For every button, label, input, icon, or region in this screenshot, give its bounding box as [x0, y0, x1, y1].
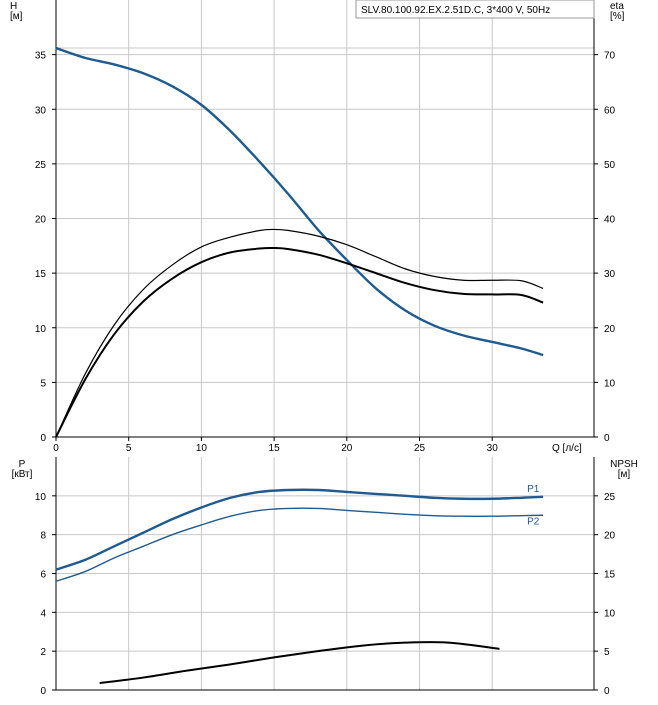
x-tick-label: 5 — [126, 443, 132, 454]
series-line-eta-total — [55, 246, 544, 438]
left-tick-label: 6 — [40, 570, 46, 581]
right-axis-label: NPSH — [610, 459, 638, 470]
left-axis-label: P — [19, 459, 26, 470]
right-tick-label: 40 — [604, 215, 616, 226]
right-tick-label: 60 — [604, 105, 616, 116]
axes — [52, 0, 598, 691]
left-tick-label: 25 — [35, 160, 47, 171]
right-tick-label: 15 — [604, 570, 616, 581]
right-tick-label: 20 — [604, 324, 616, 335]
right-tick-label: 0 — [604, 686, 610, 697]
x-tick-label: 25 — [414, 443, 426, 454]
left-tick-label: 30 — [35, 105, 47, 116]
left-tick-label: 20 — [35, 215, 47, 226]
data-series — [55, 46, 544, 685]
title-box-frame — [355, 0, 595, 19]
series-line-eta-pump — [55, 228, 544, 438]
right-tick-label: 5 — [604, 647, 610, 658]
left-tick-label: 15 — [35, 269, 47, 280]
series-line-h — [55, 46, 544, 357]
right-tick-label: 70 — [604, 51, 616, 62]
right-tick-label: 25 — [604, 492, 616, 503]
x-tick-label: 0 — [53, 443, 59, 454]
left-tick-label: 4 — [40, 608, 46, 619]
right-tick-label: 10 — [604, 608, 616, 619]
left-tick-label: 35 — [35, 51, 47, 62]
left-tick-label: 5 — [40, 378, 46, 389]
left-axis-label: H — [10, 1, 17, 12]
right-tick-label: 0 — [604, 433, 610, 444]
grid-lines — [55, 0, 594, 691]
x-tick-label: 30 — [487, 443, 499, 454]
x-tick-label: 15 — [269, 443, 281, 454]
left-axis-label: [кВт] — [12, 469, 33, 480]
right-tick-label: 20 — [604, 531, 616, 542]
series-line-npsh — [99, 641, 500, 685]
left-axis-label: [м] — [10, 11, 23, 22]
right-axis-label: eta — [610, 1, 624, 12]
right-axis-label: [м] — [618, 469, 631, 480]
left-tick-label: 8 — [40, 531, 46, 542]
right-tick-label: 10 — [604, 378, 616, 389]
series-line-p2 — [55, 507, 544, 582]
series-label-p2: P2 — [527, 516, 540, 527]
chart-title: SLV.80.100.92.EX.2.51D.C, 3*400 V, 50Hz — [361, 5, 550, 16]
series-label-p1: P1 — [527, 484, 540, 495]
right-tick-label: 50 — [604, 160, 616, 171]
title-box: SLV.80.100.92.EX.2.51D.C, 3*400 V, 50Hz — [355, 0, 595, 19]
left-tick-label: 0 — [40, 433, 46, 444]
series-line-p1 — [55, 488, 544, 571]
right-tick-label: 30 — [604, 269, 616, 280]
right-axis-label: [%] — [610, 11, 625, 22]
left-tick-label: 2 — [40, 647, 46, 658]
x-tick-label: 10 — [196, 443, 208, 454]
left-tick-label: 10 — [35, 324, 47, 335]
x-axis-label: Q [л/с] — [552, 443, 582, 454]
left-tick-label: 10 — [35, 492, 47, 503]
x-tick-label: 20 — [341, 443, 353, 454]
left-tick-label: 0 — [40, 686, 46, 697]
